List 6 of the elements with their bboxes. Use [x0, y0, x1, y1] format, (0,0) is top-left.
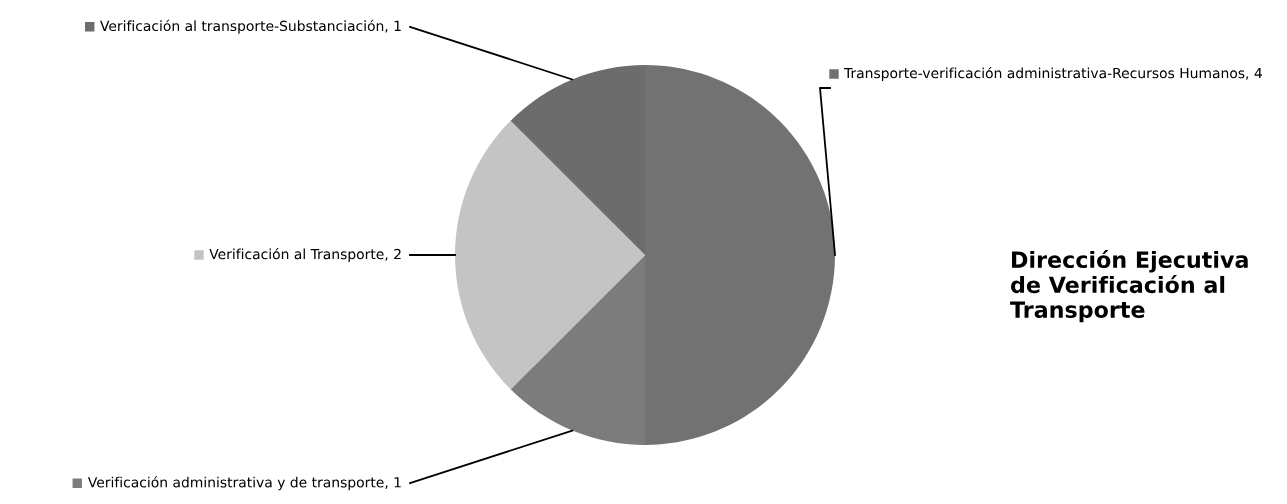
legend-label: Transporte-verificación administrativa-Recursos Humanos, 4 [843, 67, 1262, 81]
legend-label: Verificación al Transporte, 2 [209, 248, 401, 262]
pie-slice [455, 120, 645, 390]
legend-label: Verificación al transporte-Substanciación, 1 [100, 19, 401, 34]
legend-label: Verificación administrativa y de transporte, 1 [87, 476, 401, 491]
text: Dirección Ejecutiva de Verificación al Transporte [1010, 250, 1248, 323]
